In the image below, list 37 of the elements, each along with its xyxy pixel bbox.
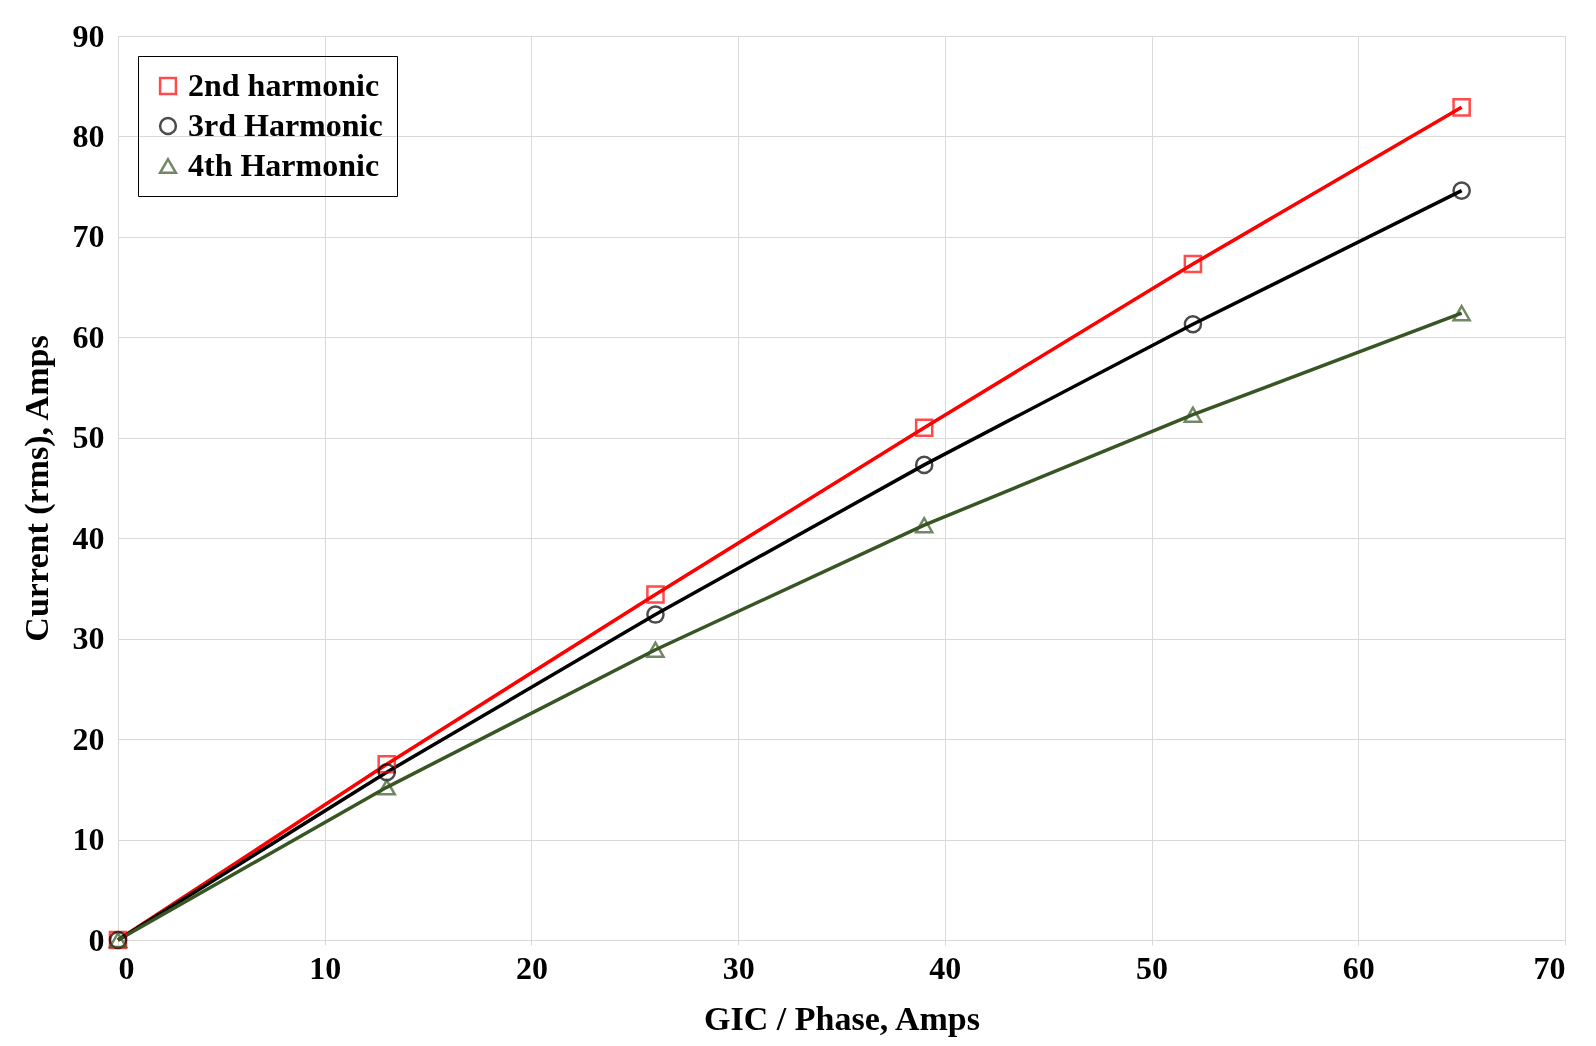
point <box>1452 98 1471 117</box>
y-tick-label: 0 <box>88 921 105 958</box>
y-tick-label: 40 <box>72 519 105 556</box>
x-tick-label: 0 <box>118 949 135 986</box>
point <box>646 641 665 658</box>
x-tick-label: 70 <box>1533 949 1566 986</box>
x-tick-label: 30 <box>722 949 755 986</box>
legend-label: 2nd harmonic <box>188 67 380 103</box>
y-tick-label: 30 <box>72 620 105 657</box>
point <box>914 455 934 475</box>
point <box>1452 304 1471 322</box>
point <box>1452 181 1471 200</box>
y-tick-label: 80 <box>72 117 105 154</box>
point <box>1183 406 1203 423</box>
y-tick-label: 10 <box>72 821 105 858</box>
legend-label: 4th Harmonic <box>188 147 380 183</box>
y-axis-title: Current (rms), Amps <box>17 335 56 642</box>
x-tick-label: 60 <box>1342 949 1375 986</box>
legend-label: 3rd Harmonic <box>188 107 383 143</box>
x-axis-title: GIC / Phase, Amps <box>704 999 980 1037</box>
point <box>377 779 397 796</box>
y-tick-label: 20 <box>72 720 105 757</box>
x-tick-label: 10 <box>309 949 342 986</box>
y-tick-label: 50 <box>72 419 105 456</box>
x-tick-label: 50 <box>1136 949 1169 986</box>
x-tick-label: 40 <box>929 949 962 986</box>
y-tick-label: 90 <box>72 17 105 54</box>
point <box>1183 314 1203 334</box>
point <box>646 605 665 624</box>
x-tick-label: 20 <box>515 949 548 986</box>
point <box>1183 254 1203 274</box>
y-tick-label: 60 <box>72 318 105 355</box>
point <box>377 762 397 782</box>
y-tick-label: 70 <box>72 218 105 255</box>
point <box>914 516 934 534</box>
point <box>646 585 665 604</box>
point <box>914 418 934 438</box>
